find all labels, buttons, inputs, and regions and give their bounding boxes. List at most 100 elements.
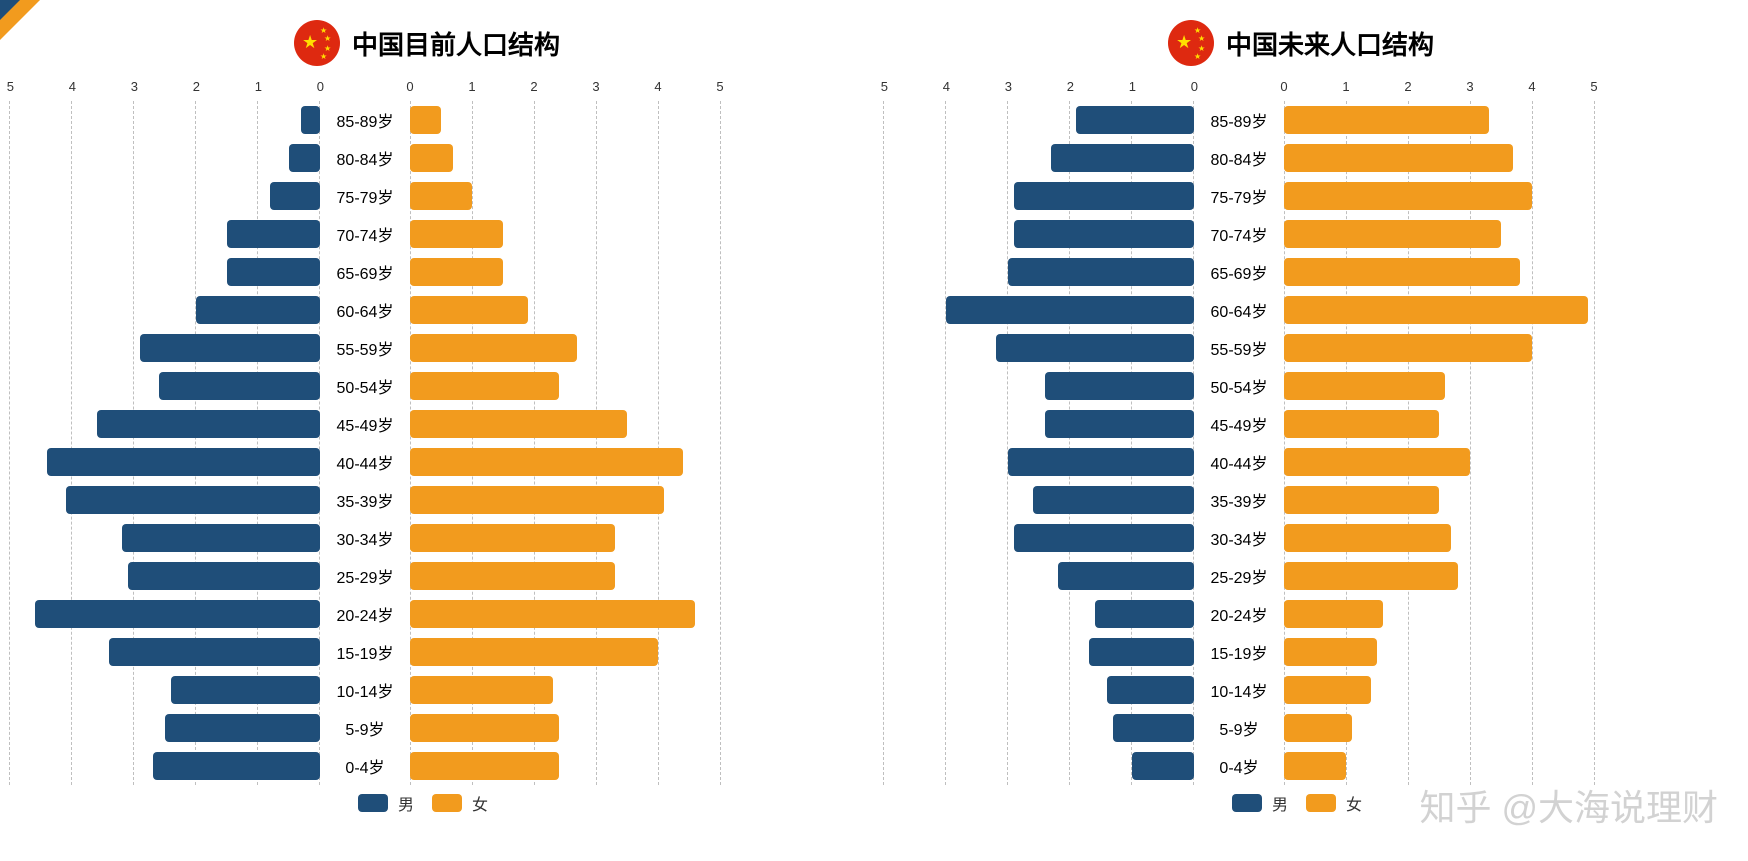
pyramid-row: 85-89岁	[884, 101, 1718, 139]
axis-tick-label: 3	[131, 79, 138, 94]
bar-male	[165, 714, 320, 742]
age-group-label: 0-4岁	[320, 754, 410, 778]
pyramid-row: 60-64岁	[884, 291, 1718, 329]
bar-male	[122, 524, 320, 552]
axis-tick-label: 1	[1342, 79, 1349, 94]
pyramid-row: 85-89岁	[10, 101, 844, 139]
bar-female	[1284, 638, 1377, 666]
pyramid-row: 80-84岁	[10, 139, 844, 177]
pyramid-row: 0-4岁	[884, 747, 1718, 785]
bar-male	[1095, 600, 1194, 628]
bar-female	[1284, 486, 1439, 514]
pyramid-row: 75-79岁	[10, 177, 844, 215]
bar-male	[301, 106, 320, 134]
age-group-label: 85-89岁	[1194, 108, 1284, 132]
bar-female	[410, 448, 683, 476]
age-group-label: 25-29岁	[320, 564, 410, 588]
legend-label-female: 女	[472, 791, 488, 815]
bar-female	[410, 372, 559, 400]
bar-female	[410, 676, 553, 704]
age-group-label: 5-9岁	[320, 716, 410, 740]
rows: 85-89岁 80-84岁 75-79岁 70-74岁 65-69岁60-64岁 55-5…	[10, 101, 844, 785]
bar-male	[1058, 562, 1194, 590]
bar-female	[410, 258, 503, 286]
bar-male	[227, 258, 320, 286]
axis-tick-label: 2	[530, 79, 537, 94]
pyramid-row: 40-44岁	[884, 443, 1718, 481]
bar-male	[159, 372, 320, 400]
pyramid-row: 30-34岁	[10, 519, 844, 557]
axis-tick-label: 4	[1528, 79, 1535, 94]
bar-male	[1014, 182, 1194, 210]
pyramid-row: 55-59岁	[884, 329, 1718, 367]
china-flag-icon: ★ ★ ★ ★ ★	[1168, 20, 1214, 66]
axis-tick-label: 0	[1191, 79, 1198, 94]
chart-current: 01234501234585-89岁80-84岁75-79岁70-74岁65-6…	[10, 81, 844, 781]
axis-tick-label: 4	[69, 79, 76, 94]
age-group-label: 15-19岁	[320, 640, 410, 664]
pyramid-row: 65-69岁	[10, 253, 844, 291]
bar-female	[1284, 334, 1532, 362]
age-group-label: 45-49岁	[1194, 412, 1284, 436]
age-group-label: 20-24岁	[320, 602, 410, 626]
age-group-label: 25-29岁	[1194, 564, 1284, 588]
pyramid-row: 60-64岁	[10, 291, 844, 329]
bar-male	[1014, 220, 1194, 248]
chart-future: 01234501234585-89岁80-84岁75-79岁70-74岁65-6…	[884, 81, 1718, 781]
bar-male	[196, 296, 320, 324]
bar-male	[1008, 448, 1194, 476]
pyramid-row: 10-14岁	[884, 671, 1718, 709]
pyramid-row: 5-9岁	[884, 709, 1718, 747]
bar-female	[410, 752, 559, 780]
age-group-label: 30-34岁	[320, 526, 410, 550]
bar-female	[410, 486, 664, 514]
panel-current: ★ ★ ★ ★ ★ 中国目前人口结构 01234501234585-89岁80-…	[0, 0, 874, 861]
bar-male	[1045, 372, 1194, 400]
axis-tick-label: 5	[1590, 79, 1597, 94]
age-group-label: 20-24岁	[1194, 602, 1284, 626]
bar-female	[410, 524, 615, 552]
bar-male	[996, 334, 1194, 362]
bar-female	[410, 600, 695, 628]
bar-female	[1284, 106, 1489, 134]
bar-male	[1107, 676, 1194, 704]
age-group-label: 85-89岁	[320, 108, 410, 132]
axis-tick-label: 3	[1466, 79, 1473, 94]
axis-tick-label: 2	[1067, 79, 1074, 94]
legend-swatch-female	[1306, 794, 1336, 812]
axis-tick-label: 3	[1005, 79, 1012, 94]
age-group-label: 40-44岁	[1194, 450, 1284, 474]
bar-male	[47, 448, 320, 476]
pyramid-row: 35-39岁	[10, 481, 844, 519]
china-flag-icon: ★ ★ ★ ★ ★	[294, 20, 340, 66]
age-group-label: 50-54岁	[1194, 374, 1284, 398]
bar-male	[109, 638, 320, 666]
bar-female	[1284, 752, 1346, 780]
rows: 85-89岁80-84岁75-79岁70-74岁65-69岁60-64岁55-5…	[884, 101, 1718, 785]
bar-male	[171, 676, 320, 704]
age-group-label: 40-44岁	[320, 450, 410, 474]
bar-male	[289, 144, 320, 172]
pyramid-row: 10-14岁	[10, 671, 844, 709]
bar-female	[1284, 410, 1439, 438]
age-group-label: 80-84岁	[320, 146, 410, 170]
axis-tick-label: 2	[1404, 79, 1411, 94]
bar-female	[410, 562, 615, 590]
age-group-label: 15-19岁	[1194, 640, 1284, 664]
age-group-label: 70-74岁	[1194, 222, 1284, 246]
pyramid-row: 50-54岁	[884, 367, 1718, 405]
bar-female	[1284, 562, 1458, 590]
axis-tick-label: 0	[1280, 79, 1287, 94]
age-group-label: 35-39岁	[1194, 488, 1284, 512]
axis-tick-label: 1	[468, 79, 475, 94]
age-group-label: 75-79岁	[1194, 184, 1284, 208]
bar-female	[1284, 182, 1532, 210]
age-group-label: 55-59岁	[320, 336, 410, 360]
axis-tick-label: 1	[1129, 79, 1136, 94]
pyramid-row: 70-74岁	[10, 215, 844, 253]
bar-male	[1008, 258, 1194, 286]
pyramid-row: 5-9岁	[10, 709, 844, 747]
age-group-label: 70-74岁	[320, 222, 410, 246]
pyramid-row: 0-4岁	[10, 747, 844, 785]
bar-female	[1284, 144, 1513, 172]
